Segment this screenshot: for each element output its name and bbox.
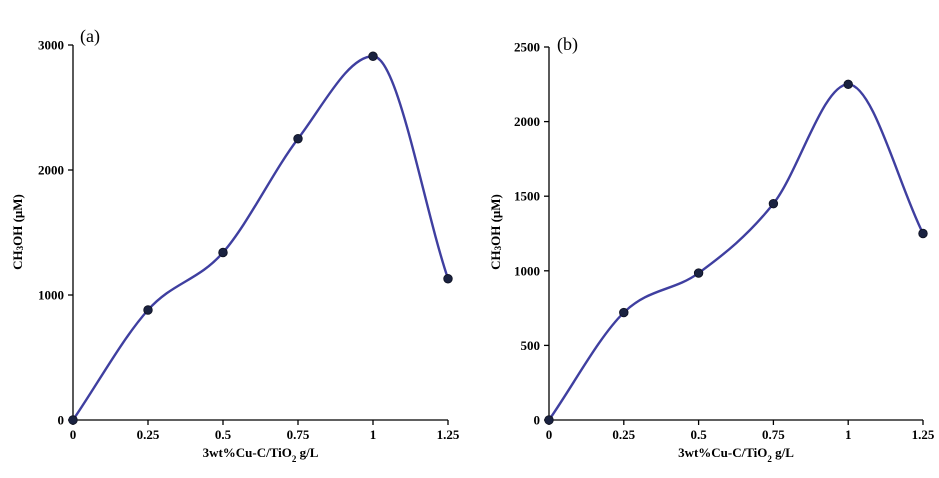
panel-label: (a) [80,26,100,47]
data-point [368,51,378,61]
y-axis-label: CH3OH (μM) [488,194,504,270]
y-tick-label: 0 [534,413,541,428]
y-tick-label: 3000 [38,38,64,53]
data-point [443,274,453,284]
series-line [72,55,450,421]
data-point [619,307,629,318]
data-point [68,415,78,425]
x-axis-label: 3wt%Cu-C/TiO2 g/L [678,445,794,464]
y-tick-label: 2000 [514,114,540,129]
x-tick-label: 0.25 [612,427,635,442]
x-tick-label: 1.25 [912,427,935,442]
x-tick-label: 0.75 [287,427,310,442]
x-tick-label: 0.75 [762,427,785,442]
chart-panel-b: 0 500 1000 1500 2000 2500 0 0.25 0.5 0.75 1 1.25 3wt… [488,34,935,464]
data-point [693,268,704,278]
y-tick-label: 500 [521,338,541,353]
panel-label: (b) [557,34,578,55]
x-tick-label: 1.25 [437,427,460,442]
data-point [143,305,153,315]
y-tick-label: 1000 [38,288,64,303]
chart-panel-a: 0 1000 2000 3000 0 0.25 0.5 0.75 1 1.25 3wt%Cu-C/T… [10,26,460,464]
x-axis-label: 3wt%Cu-C/TiO2 g/L [203,445,319,464]
x-tick-label: 0.5 [690,427,707,442]
data-point [544,415,554,425]
y-tick-label: 2500 [514,40,540,55]
y-tick-label: 0 [58,413,65,428]
x-tick-label: 1 [370,427,377,442]
data-point [768,198,779,209]
y-axis-label: CH3OH (μM) [10,194,26,270]
y-tick-label: 2000 [38,163,64,178]
data-point [218,247,228,258]
x-tick-label: 0.5 [215,427,232,442]
series-line [548,83,925,421]
y-tick-label: 1500 [514,189,540,204]
x-tick-label: 0.25 [137,427,160,442]
data-point [843,79,853,90]
x-tick-label: 1 [845,427,852,442]
x-tick-label: 0 [546,427,553,442]
x-tick-label: 0 [70,427,77,442]
data-point [293,134,303,144]
data-point [918,228,928,239]
y-tick-label: 1000 [514,263,540,278]
